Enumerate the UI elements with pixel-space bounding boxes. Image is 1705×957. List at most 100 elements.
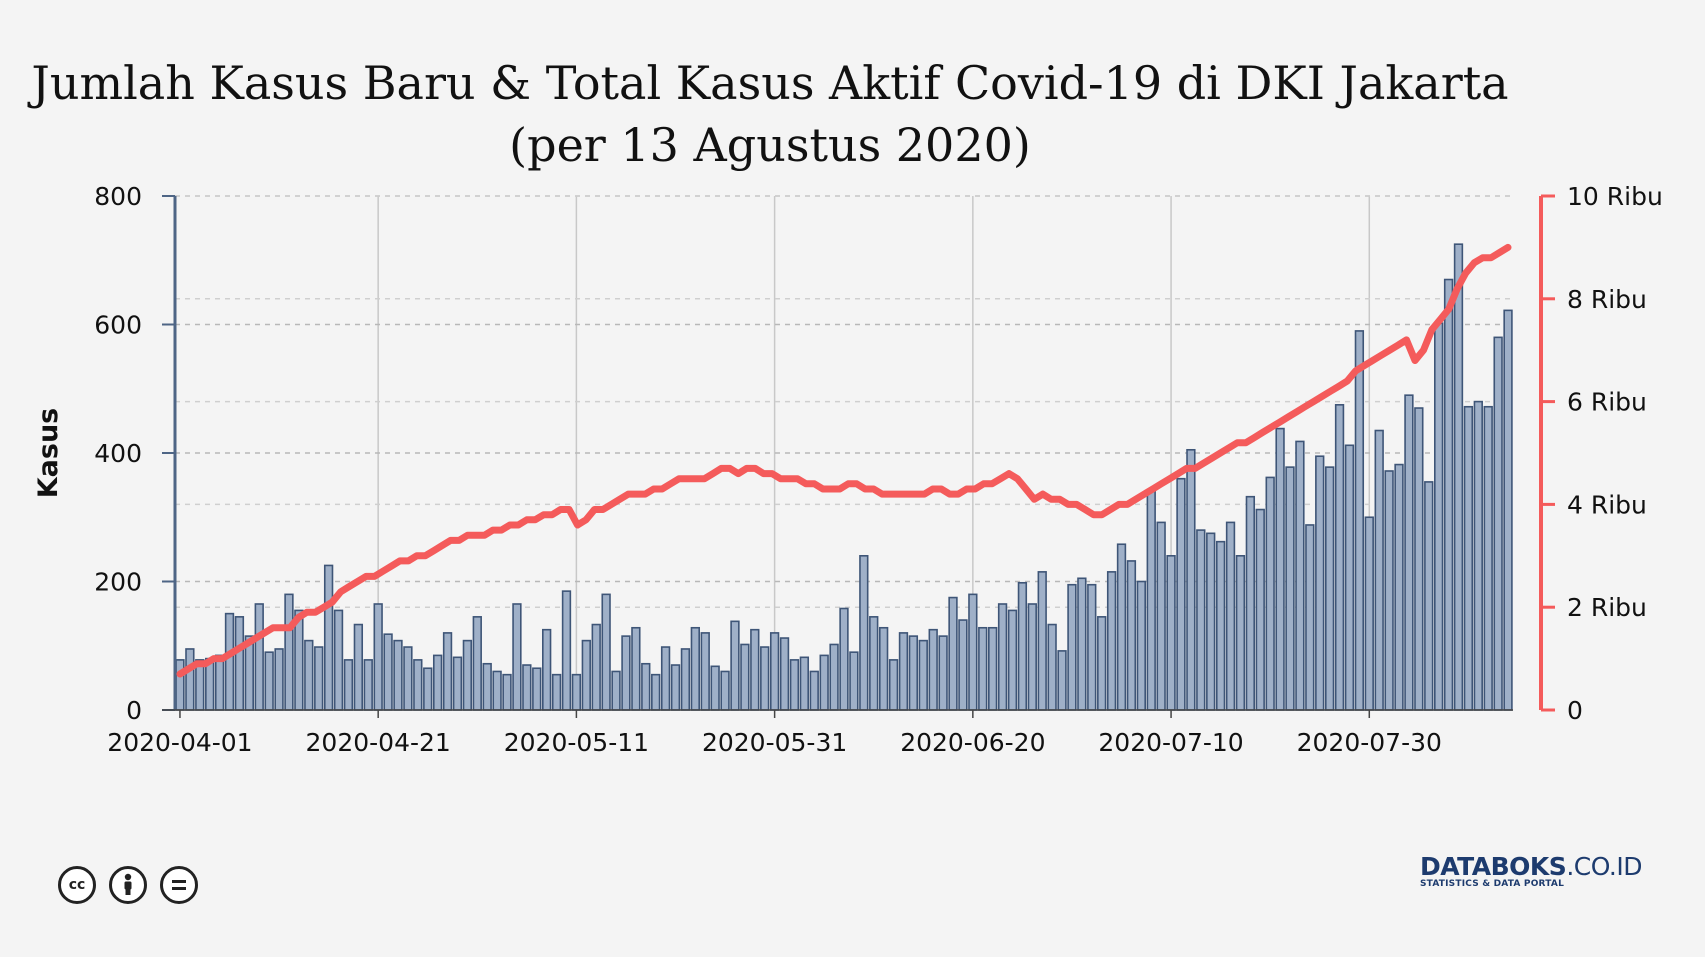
bar [601,593,611,711]
chart-title: Jumlah Kasus Baru & Total Kasus Aktif Co… [0,52,1540,176]
bar [1265,476,1275,711]
bar [1453,243,1464,711]
bar [264,651,274,711]
brand-domain: .CO.ID [1566,852,1642,881]
bar [611,670,621,711]
y-right-tick-label: 6 Ribu [1567,388,1647,417]
bar [284,593,294,711]
y-left-tick-label: 200 [94,568,142,597]
bar [750,628,760,711]
bar [1097,616,1107,711]
y-right-tick-label: 0 [1567,696,1583,725]
bar [1037,571,1047,711]
bar [472,616,482,711]
bar [403,646,413,711]
y-left-tick-label: 800 [94,182,142,211]
bar [938,635,948,711]
line-series [176,243,1512,678]
bar [254,603,264,711]
bar [948,596,958,711]
bar [234,616,245,711]
bar [522,664,532,711]
by-person-icon [109,866,147,904]
bar [492,670,502,711]
bar [1483,405,1493,711]
bar [1146,488,1156,711]
bar [720,670,730,711]
bar [1334,404,1345,711]
bar [1087,583,1097,711]
bar [1384,470,1394,711]
bar [680,648,691,711]
bar [185,648,195,711]
x-tick-label: 2020-07-30 [1297,728,1442,757]
axes: 0 200 400 600 800 0 2 Ribu 4 Ribu 6 Ribu 8 Ribu 10… [94,182,1663,757]
bar [928,628,938,711]
bar [1057,650,1067,711]
bar [314,646,324,711]
bar [1414,407,1424,711]
bar [373,603,383,711]
brand-tagline: STATISTICS & DATA PORTAL [1420,879,1565,889]
bar [1315,455,1325,711]
bar [462,639,473,711]
bar [1285,466,1295,711]
bar [1503,309,1513,711]
bar [1215,540,1226,711]
bar [809,670,819,711]
bar [1473,400,1483,711]
bar [1077,577,1087,711]
chart-title-line1: Jumlah Kasus Baru & Total Kasus Aktif Co… [31,56,1509,110]
bar [1235,554,1246,711]
bar [898,632,909,711]
bar [1186,448,1196,711]
bar [621,635,631,711]
bar [730,620,740,711]
x-tick-label: 2020-06-20 [900,728,1045,757]
bar [829,643,839,711]
bar [274,648,284,711]
bar [918,639,928,711]
bar [997,603,1008,711]
y-left-axis-label: Kasus [33,408,64,499]
bar [1047,623,1057,711]
license-icons: cc [58,866,198,904]
bar [333,609,344,711]
x-tick-label: 2020-07-10 [1098,728,1243,757]
chart-title-line2: (per 13 Agustus 2020) [509,118,1031,172]
x-tick-label: 2020-05-11 [504,728,649,757]
bar [819,654,829,711]
bar [1225,521,1236,711]
brand-logo[interactable]: DATABOKS.CO.ID STATISTICS & DATA PORTAL [1420,852,1642,889]
bar [779,637,790,711]
brand-name-main: DATABOKS [1420,852,1567,881]
bar [1116,543,1127,711]
bar [700,632,710,711]
bar [1424,481,1434,711]
bar [760,646,770,711]
bar [452,656,463,711]
bar [660,646,671,711]
bar [413,659,423,711]
bar [304,639,314,711]
bar [591,623,601,711]
bar [1305,524,1315,711]
bar [1275,427,1285,711]
bar [869,616,879,711]
bar [859,554,869,711]
bar [651,673,661,711]
bar [789,659,800,711]
y-right-tick-label: 2 Ribu [1567,593,1647,622]
bar [1394,463,1404,711]
no-derivatives-icon [160,866,198,904]
bar [214,654,225,711]
bar [1176,477,1186,711]
y-right-tick-label: 10 Ribu [1567,182,1663,211]
bar [442,632,453,711]
bar [710,665,720,711]
bar [908,635,919,711]
bar [1354,330,1365,711]
bar [1374,429,1384,711]
bar [1196,529,1206,711]
